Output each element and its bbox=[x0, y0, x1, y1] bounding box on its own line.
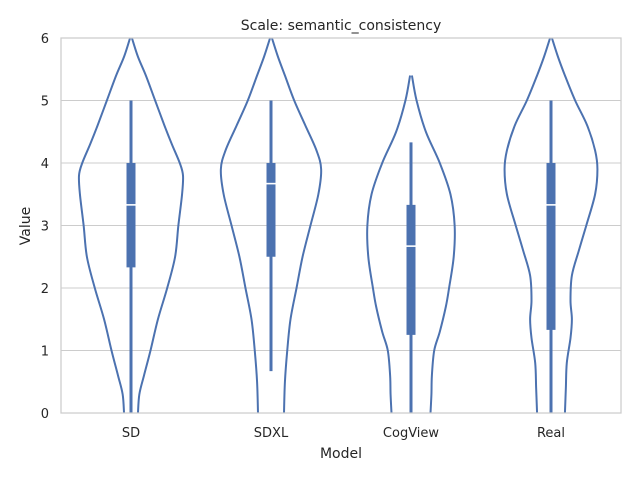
violins bbox=[77, 37, 599, 414]
violin-right-outline bbox=[270, 37, 323, 414]
violin-right-outline bbox=[550, 37, 599, 414]
y-tick-label: 0 bbox=[41, 407, 49, 422]
x-tick-label: Real bbox=[537, 426, 565, 441]
x-ticks: SD SDXL CogView Real bbox=[122, 426, 565, 441]
violin-left-outline bbox=[77, 37, 132, 414]
x-tick-label: SDXL bbox=[254, 426, 289, 441]
y-tick-label: 1 bbox=[41, 345, 49, 360]
x-axis-label: Model bbox=[320, 446, 362, 462]
violin-right-outline bbox=[130, 37, 185, 414]
plot-frame bbox=[60, 37, 622, 414]
y-tick-label: 2 bbox=[41, 282, 49, 297]
y-tick-label: 4 bbox=[41, 157, 49, 172]
violin-right-outline bbox=[410, 75, 456, 414]
violin-left-outline bbox=[503, 37, 552, 414]
y-ticks: 0 1 2 3 4 5 6 bbox=[41, 32, 49, 422]
grid-lines bbox=[61, 37, 621, 414]
violin-left-outline bbox=[366, 75, 412, 414]
x-tick-label: SD bbox=[122, 426, 140, 441]
y-tick-label: 3 bbox=[41, 220, 49, 235]
y-tick-label: 5 bbox=[41, 95, 49, 110]
violin-left-outline bbox=[219, 37, 272, 414]
x-tick-label: CogView bbox=[383, 426, 440, 441]
y-tick-label: 6 bbox=[41, 32, 49, 47]
chart-title: Scale: semantic_consistency bbox=[241, 18, 441, 34]
y-axis-label: Value bbox=[18, 207, 34, 245]
